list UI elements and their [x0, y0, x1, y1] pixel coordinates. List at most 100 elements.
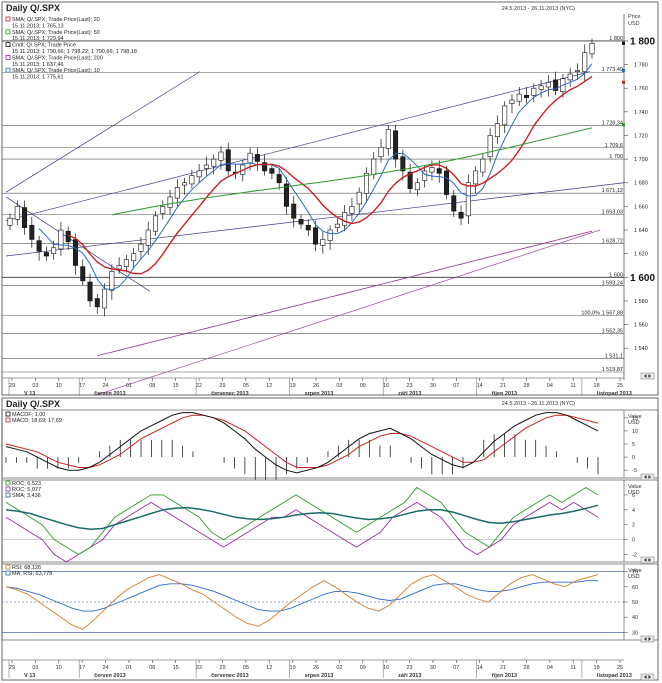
date-tick-label: 26 — [313, 665, 319, 671]
scroll-controls[interactable] — [640, 372, 655, 681]
candle-body — [269, 168, 275, 174]
candle-body — [400, 156, 406, 172]
candle-body — [342, 211, 348, 226]
date-tick-label: 26 — [313, 383, 319, 389]
month-label: říjen 2013 — [492, 673, 517, 679]
candle-body — [305, 224, 311, 231]
date-tick-label: 17 — [79, 383, 85, 389]
legend-entry: SMA; Q/.SPX; Trade Price(Last); 200 — [12, 55, 103, 61]
candle-body — [313, 227, 319, 245]
month-label: září 2013 — [398, 391, 421, 397]
candle-body — [72, 239, 78, 266]
candle-body — [123, 259, 129, 267]
panel-tick-label: -2 — [632, 553, 637, 559]
panel-tick-label: 30 — [632, 630, 638, 636]
level-label: 1 773,49 — [602, 67, 623, 73]
scroll-arrow-button[interactable] — [640, 635, 655, 643]
date-tick-label: 18 — [594, 383, 600, 389]
price-tick-label: 1 540 — [634, 346, 648, 352]
candle-body — [247, 152, 253, 163]
month-label: červenec 2013 — [211, 391, 249, 397]
candle-body — [516, 93, 522, 102]
legend-swatch — [5, 486, 11, 492]
top-panel-frame — [1, 1, 659, 396]
price-tick-label: 1 640 — [634, 228, 648, 234]
rsi-ma-line — [5, 580, 598, 612]
candle-body — [254, 154, 260, 162]
date-tick-label: 29 — [9, 383, 15, 389]
legend-entry: 15.11.2013; 1 637,46 — [12, 62, 64, 68]
trend-line — [94, 229, 601, 396]
candle-body — [531, 87, 537, 96]
candle-body — [574, 70, 580, 72]
month-label: srpen 2013 — [305, 391, 334, 397]
date-tick-label: 10 — [56, 383, 62, 389]
scroll-arrow-button[interactable] — [640, 372, 655, 380]
legend-swatch — [5, 570, 11, 576]
candle-body — [262, 162, 268, 172]
candle-body — [443, 170, 449, 195]
top-date-axis: 29 03 10 17 24 01 08 15 22 29 05 12 19 26 03 09 16 23 30 07… — [2, 377, 632, 397]
panel-tick-label: 2 — [632, 523, 635, 529]
date-tick-label: 04 — [547, 383, 553, 389]
level-label: 1 628,72 — [602, 238, 623, 244]
month-label: srpen 2013 — [305, 673, 334, 679]
level-label: 1 800 — [609, 36, 623, 42]
candle-body — [487, 135, 493, 158]
macd-signal-line — [5, 414, 599, 468]
level-label: 1 671,12 — [602, 188, 623, 194]
candle-body — [276, 174, 282, 184]
candle-body — [473, 170, 479, 185]
month-label: červen 2013 — [94, 673, 126, 679]
legend-entry: MACDF; 1,00 — [12, 412, 45, 418]
sma-50-line — [111, 127, 593, 216]
candle-body — [225, 149, 231, 172]
candle-body — [494, 123, 500, 137]
sma-200-line — [97, 230, 593, 357]
legend-swatch — [5, 417, 11, 423]
horizontal-levels — [2, 40, 624, 373]
macd-panel — [1, 409, 659, 479]
price-tick-label: 1 720 — [634, 133, 648, 139]
scroll-arrow-button[interactable] — [640, 473, 655, 481]
candle-body — [153, 215, 159, 232]
candle-body — [167, 196, 173, 208]
date-tick-label: 01 — [126, 383, 132, 389]
scroll-arrow-button[interactable] — [640, 556, 655, 564]
date-tick-label: 30 — [430, 383, 436, 389]
date-tick-label: 28 — [523, 665, 529, 671]
candle-body — [502, 105, 508, 126]
roc-1-line — [5, 486, 599, 556]
candle-body — [538, 85, 544, 90]
date-tick-label: 15 — [173, 383, 179, 389]
legend-entry: RSI; 68,126 — [12, 565, 41, 571]
panel-tick-label: 60 — [632, 585, 638, 591]
candle-body — [189, 175, 195, 185]
panel-axis-title: Value — [628, 414, 642, 420]
axis-marker — [622, 80, 625, 84]
scroll-arrow-button[interactable] — [640, 673, 655, 681]
price-tick-label: 1 680 — [634, 181, 648, 187]
candle-body — [94, 298, 100, 308]
legend-swatch — [5, 67, 11, 73]
month-label: V 13 — [24, 391, 35, 397]
level-label: 1 600 — [609, 272, 623, 278]
panel-axis-title: Value — [628, 568, 642, 574]
trend-line — [5, 71, 201, 193]
panel-tick-label: 5 — [632, 442, 635, 448]
price-axis-unit: USD — [628, 21, 640, 27]
level-label: 1 531,1 — [605, 354, 623, 360]
date-tick-label: 02 — [336, 665, 342, 671]
candle-body — [385, 129, 391, 149]
panel-axis-unit: USD — [628, 490, 640, 496]
price-tick-label: 1 600 — [630, 273, 655, 284]
top-chart-title: Daily Q/.SPX — [6, 3, 60, 13]
candle-body — [80, 266, 86, 282]
date-tick-label: 03 — [336, 383, 342, 389]
date-tick-label: 29 — [219, 383, 225, 389]
candle-body — [14, 206, 20, 220]
date-tick-label: 29 — [219, 665, 225, 671]
legend-swatch — [5, 492, 11, 498]
candle-body — [509, 99, 515, 104]
